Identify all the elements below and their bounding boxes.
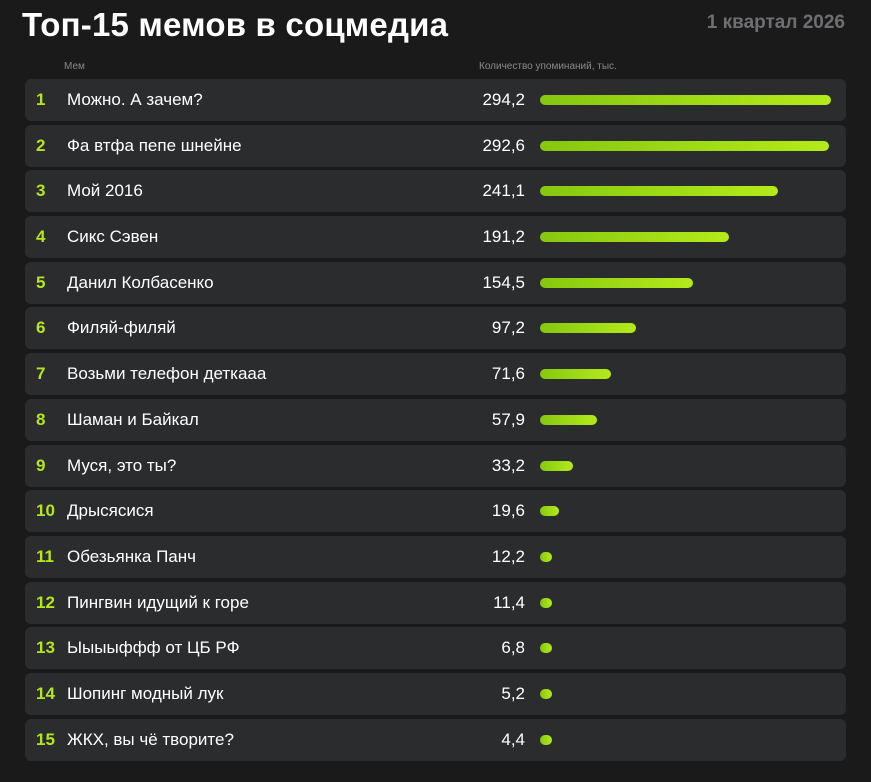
rank-label: 9 [36, 455, 46, 475]
rank-label: 5 [36, 272, 46, 292]
bar-track [540, 734, 831, 745]
chart-row: 7 Возьми телефон деткааа 71,6 [25, 353, 846, 396]
bar-track [540, 140, 831, 151]
bar [540, 643, 552, 654]
bar [540, 597, 552, 608]
value-label: 154,5 [482, 272, 525, 292]
bar-track [540, 643, 831, 654]
chart-row: 3 Мой 2016 241,1 [25, 170, 846, 213]
rank-label: 11 [36, 546, 54, 566]
value-label: 294,2 [482, 90, 525, 109]
bar-track [540, 369, 831, 380]
value-label: 6,8 [501, 638, 525, 658]
rank-label: 14 [36, 683, 55, 703]
category-label: ЖКХ, вы чё творите? [67, 729, 234, 749]
chart-row: 6 Филяй-филяй 97,2 [25, 307, 846, 350]
rank-label: 2 [36, 135, 46, 155]
category-label: Филяй-филяй [67, 318, 176, 338]
bar-track [540, 506, 831, 517]
value-label: 292,6 [482, 135, 525, 155]
category-label: Шопинг модный лук [67, 683, 224, 703]
bar [540, 414, 598, 425]
chart-row: 8 Шаман и Байкал 57,9 [25, 398, 846, 441]
bar-track [540, 551, 831, 562]
value-label: 241,1 [482, 181, 525, 201]
chart-row: 14 Шопинг модный лук 5,2 [25, 672, 846, 715]
category-label: Ыыыыффф от ЦБ РФ [67, 638, 240, 658]
category-label: Шаман и Байкал [67, 409, 199, 429]
rank-label: 6 [36, 318, 46, 338]
bar [540, 232, 730, 243]
chart-row: 5 Данил Колбасенко 154,5 [25, 261, 846, 304]
category-label: Мой 2016 [67, 181, 143, 201]
bar-track [540, 277, 831, 288]
rank-label: 1 [36, 90, 46, 109]
bar-track [540, 414, 831, 425]
category-label: Можно. А зачем? [67, 90, 203, 109]
rank-label: 3 [36, 181, 46, 201]
chart-row: 12 Пингвин идущий к горе 11,4 [25, 581, 846, 624]
category-label: Сикс Сэвен [67, 227, 159, 247]
bar [540, 140, 830, 151]
bar [540, 186, 779, 197]
bar-track [540, 323, 831, 334]
bar [540, 277, 693, 288]
value-label: 5,2 [501, 683, 525, 703]
bar-track [540, 186, 831, 197]
chart-row: 11 Обезьянка Панч 12,2 [25, 535, 846, 578]
value-label: 71,6 [491, 364, 525, 384]
bar [540, 551, 553, 562]
chart-row: 4 Сикс Сэвен 191,2 [25, 216, 846, 259]
value-label: 12,2 [491, 546, 525, 566]
chart-row: 13 Ыыыыффф от ЦБ РФ 6,8 [25, 627, 846, 670]
page-title: Топ-15 мемов в соцмедиа [22, 6, 449, 43]
bar-track [540, 232, 831, 243]
value-label: 11,4 [493, 592, 525, 612]
rank-label: 4 [36, 227, 46, 247]
value-label: 33,2 [491, 455, 525, 475]
chart-row: 2 Фа втфа пепе шнейне 292,6 [25, 124, 846, 167]
value-label: 191,2 [482, 227, 525, 247]
category-label: Дрысясися [67, 501, 154, 521]
rank-label: 12 [36, 592, 55, 612]
category-label: Данил Колбасенко [67, 272, 214, 292]
chart-rows: 1 Можно. А зачем? 294,2 2 Фа втфа пепе шнейн… [25, 79, 846, 764]
value-label: 97,2 [491, 318, 525, 338]
bar [540, 688, 552, 699]
chart-row: 15 ЖКХ, вы чё творите? 4,4 [25, 718, 846, 761]
bar-track [540, 688, 831, 699]
rank-label: 13 [36, 638, 55, 658]
period-label: 1 квартал 2026 [706, 12, 845, 33]
category-label: Фа втфа пепе шнейне [67, 135, 242, 155]
bar [540, 506, 560, 517]
rank-label: 8 [36, 409, 46, 429]
value-label: 19,6 [491, 501, 525, 521]
bar [540, 734, 552, 745]
chart-row: 10 Дрысясися 19,6 [25, 490, 846, 533]
bar [540, 323, 637, 334]
rank-label: 7 [36, 364, 46, 384]
bar [540, 95, 831, 105]
category-label: Муся, это ты? [67, 455, 177, 475]
bar-track [540, 597, 831, 608]
category-label: Возьми телефон деткааа [67, 364, 267, 384]
chart-row: 9 Муся, это ты? 33,2 [25, 444, 846, 487]
rank-label: 10 [36, 501, 55, 521]
chart-row: 1 Можно. А зачем? 294,2 [25, 79, 846, 121]
bar-track [540, 460, 831, 471]
bar [540, 369, 611, 380]
category-label: Обезьянка Панч [67, 546, 197, 566]
bar-track [540, 95, 831, 105]
rank-label: 15 [36, 729, 55, 749]
bar [540, 460, 573, 471]
value-label: 57,9 [491, 409, 525, 429]
value-label: 4,4 [501, 729, 525, 749]
category-label: Пингвин идущий к горе [67, 592, 249, 612]
column-header-count: Количество упоминаний, тыс. [479, 61, 617, 72]
column-header-meme: Мем [64, 61, 85, 72]
